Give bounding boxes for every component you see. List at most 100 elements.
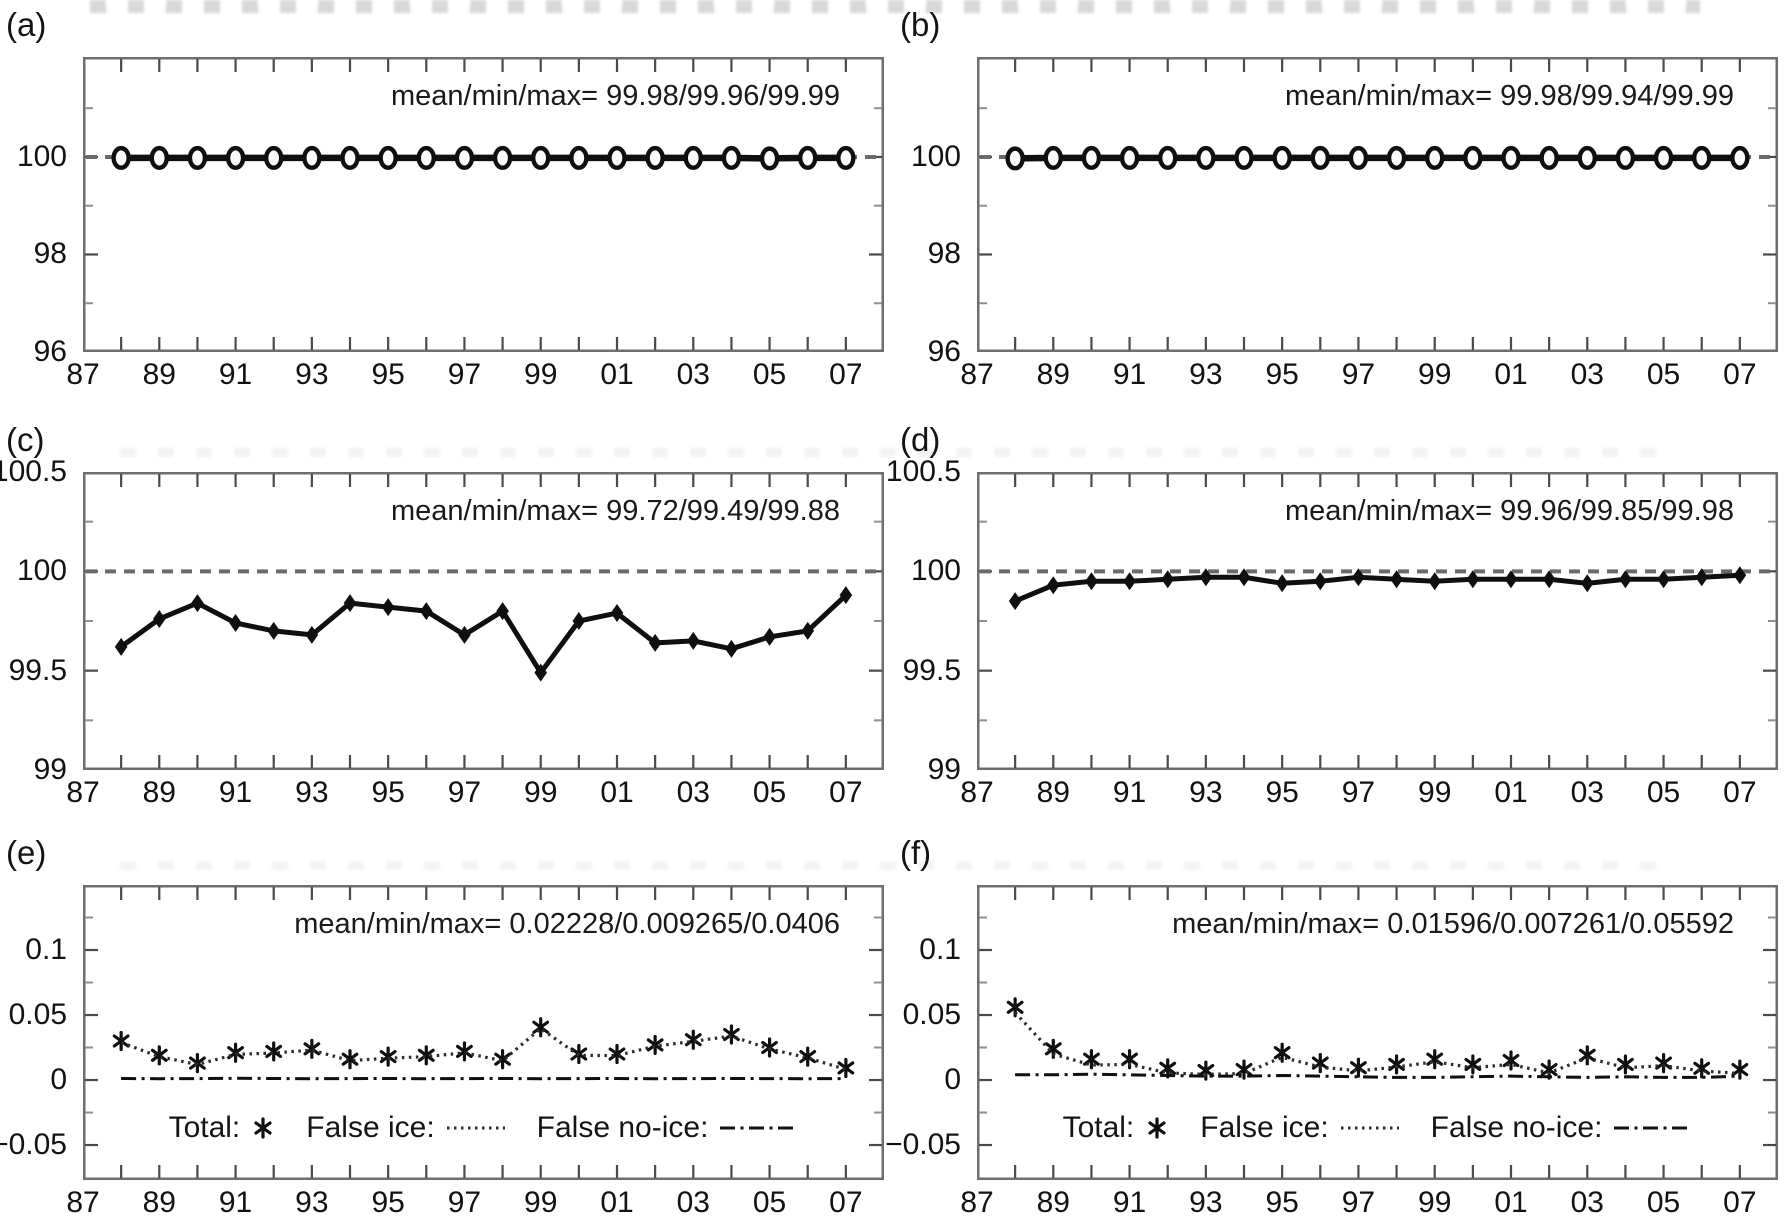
y-axis-tick-labels: −0.05 0 0.05 0.1	[0, 885, 75, 1180]
x-tick-label: 05	[1646, 358, 1681, 391]
x-tick-label: 07	[1723, 358, 1757, 391]
legend: Total: False ice: False no-ice:	[83, 1111, 884, 1145]
stats-annotation: mean/min/max= 99.72/99.49/99.88	[391, 495, 840, 527]
x-tick-label: 01	[1494, 1186, 1528, 1219]
x-tick-label: 93	[295, 776, 329, 809]
x-tick-label: 97	[1341, 1186, 1376, 1219]
x-tick-label: 01	[600, 1186, 634, 1219]
x-tick-label: 93	[295, 358, 329, 391]
panel-b: (b) mean/min/max= 99.98/99.94/99.99 96 98…	[900, 7, 1778, 391]
y-tick-label: 100	[910, 554, 961, 588]
x-tick-label: 89	[142, 358, 176, 391]
legend-total-label: Total:	[168, 1111, 241, 1144]
y-tick-label: 96	[33, 335, 67, 368]
x-tick-label: 99	[1418, 1186, 1452, 1219]
x-tick-label: 95	[1265, 1186, 1299, 1219]
x-tick-label: 91	[218, 1186, 253, 1219]
panel-e: (e) mean/min/max= 0.02228/0.009265/0.040…	[0, 835, 884, 1219]
y-tick-label: 99	[33, 753, 67, 786]
x-tick-label: 03	[1570, 1186, 1604, 1219]
y-tick-label: 0.05	[8, 998, 67, 1031]
plot-canvas-c	[83, 472, 884, 770]
x-axis-tick-labels: 87 89 91 93 95 97 99 01 03 05 07	[960, 352, 1778, 404]
plot-canvas-b	[977, 57, 1778, 352]
x-tick-label: 93	[1189, 358, 1223, 391]
y-axis-tick-labels: 96 98 100	[0, 57, 75, 368]
x-tick-label: 87	[66, 1186, 100, 1219]
x-tick-label: 95	[371, 776, 405, 809]
x-tick-label: 93	[1189, 776, 1223, 809]
x-tick-label: 87	[960, 1186, 994, 1219]
y-tick-label: 99	[927, 753, 961, 786]
x-tick-label: 89	[142, 1186, 176, 1219]
dotted-line-sample-icon	[1340, 1126, 1399, 1130]
y-tick-label: 96	[927, 335, 961, 368]
x-tick-label: 01	[1494, 776, 1528, 809]
x-tick-label: 97	[447, 776, 482, 809]
x-axis-tick-labels: 87 89 91 93 95 97 99 01 03 05 07	[66, 1180, 884, 1226]
x-tick-label: 01	[1494, 358, 1528, 391]
y-tick-label: 0.1	[25, 933, 67, 966]
legend: Total: False ice: False no-ice:	[977, 1111, 1778, 1145]
dotted-line-sample-icon	[446, 1126, 505, 1130]
scan-artifact-row3	[120, 861, 1660, 870]
x-tick-label: 91	[1112, 1186, 1147, 1219]
x-tick-label: 97	[1341, 776, 1376, 809]
y-tick-label: 100	[16, 139, 67, 173]
x-tick-label: 97	[447, 358, 482, 391]
asterisk-marker-icon	[254, 1117, 272, 1139]
x-tick-label: 07	[829, 776, 863, 809]
x-tick-label: 03	[1570, 776, 1604, 809]
y-axis-tick-labels: 99 99.5 100 100.5	[0, 455, 75, 786]
plot-canvas-a	[83, 57, 884, 352]
y-tick-label: 100.5	[0, 455, 67, 488]
x-tick-label: 03	[676, 358, 710, 391]
x-tick-label: 05	[752, 358, 787, 391]
x-tick-label: 87	[960, 776, 994, 809]
y-tick-label: 0	[50, 1063, 67, 1097]
x-tick-label: 05	[752, 1186, 787, 1219]
x-tick-label: 93	[295, 1186, 329, 1219]
panel-letter: (c)	[6, 421, 45, 458]
panel-c: (c) mean/min/max= 99.72/99.49/99.88 99 99…	[0, 422, 884, 809]
y-tick-label: 0.05	[902, 998, 961, 1031]
y-axis-tick-labels: 99 99.5 100 100.5	[877, 455, 969, 786]
x-tick-label: 07	[829, 1186, 863, 1219]
panel-letter: (d)	[900, 421, 941, 458]
y-tick-label: 100.5	[885, 455, 961, 488]
x-tick-label: 89	[1036, 776, 1070, 809]
y-tick-label: 99.5	[8, 653, 67, 687]
y-tick-label: 98	[33, 237, 67, 271]
x-axis-tick-labels: 87 89 91 93 95 97 99 01 03 05 07	[66, 352, 884, 404]
legend-false-no-ice-label: False no-ice:	[536, 1111, 709, 1144]
panel-letter: (e)	[6, 834, 47, 871]
x-tick-label: 91	[1112, 776, 1147, 809]
x-tick-label: 95	[371, 1186, 405, 1219]
x-tick-label: 03	[1570, 358, 1604, 391]
x-tick-label: 07	[1723, 1186, 1757, 1219]
x-tick-label: 91	[218, 776, 253, 809]
panel-a: (a) mean/min/max= 99.98/99.96/99.99 96 98…	[6, 7, 884, 391]
plot-canvas-f	[977, 885, 1778, 1180]
y-tick-label: −0.05	[0, 1128, 67, 1162]
y-tick-label: 0	[944, 1063, 961, 1097]
x-tick-label: 05	[752, 776, 787, 809]
x-tick-label: 93	[1189, 1186, 1223, 1219]
panel-letter: (b)	[900, 6, 941, 43]
x-tick-label: 99	[1418, 776, 1452, 809]
x-tick-label: 95	[1265, 358, 1299, 391]
x-tick-label: 95	[1265, 776, 1299, 809]
plot-canvas-e	[83, 885, 884, 1180]
x-tick-label: 89	[1036, 358, 1070, 391]
x-axis-tick-labels: 87 89 91 93 95 97 99 01 03 05 07	[66, 770, 884, 822]
legend-total-label: Total:	[1062, 1111, 1135, 1144]
x-tick-label: 87	[66, 358, 100, 391]
x-axis-tick-labels: 87 89 91 93 95 97 99 01 03 05 07	[960, 1180, 1778, 1226]
stats-annotation: mean/min/max= 0.02228/0.009265/0.0406	[294, 908, 840, 940]
stats-annotation: mean/min/max= 99.96/99.85/99.98	[1285, 495, 1734, 527]
x-tick-label: 89	[1036, 1186, 1070, 1219]
scan-artifact-top	[90, 0, 1700, 13]
y-tick-label: 100	[910, 139, 961, 173]
x-tick-label: 05	[1646, 776, 1681, 809]
y-tick-label: 100	[16, 554, 67, 588]
